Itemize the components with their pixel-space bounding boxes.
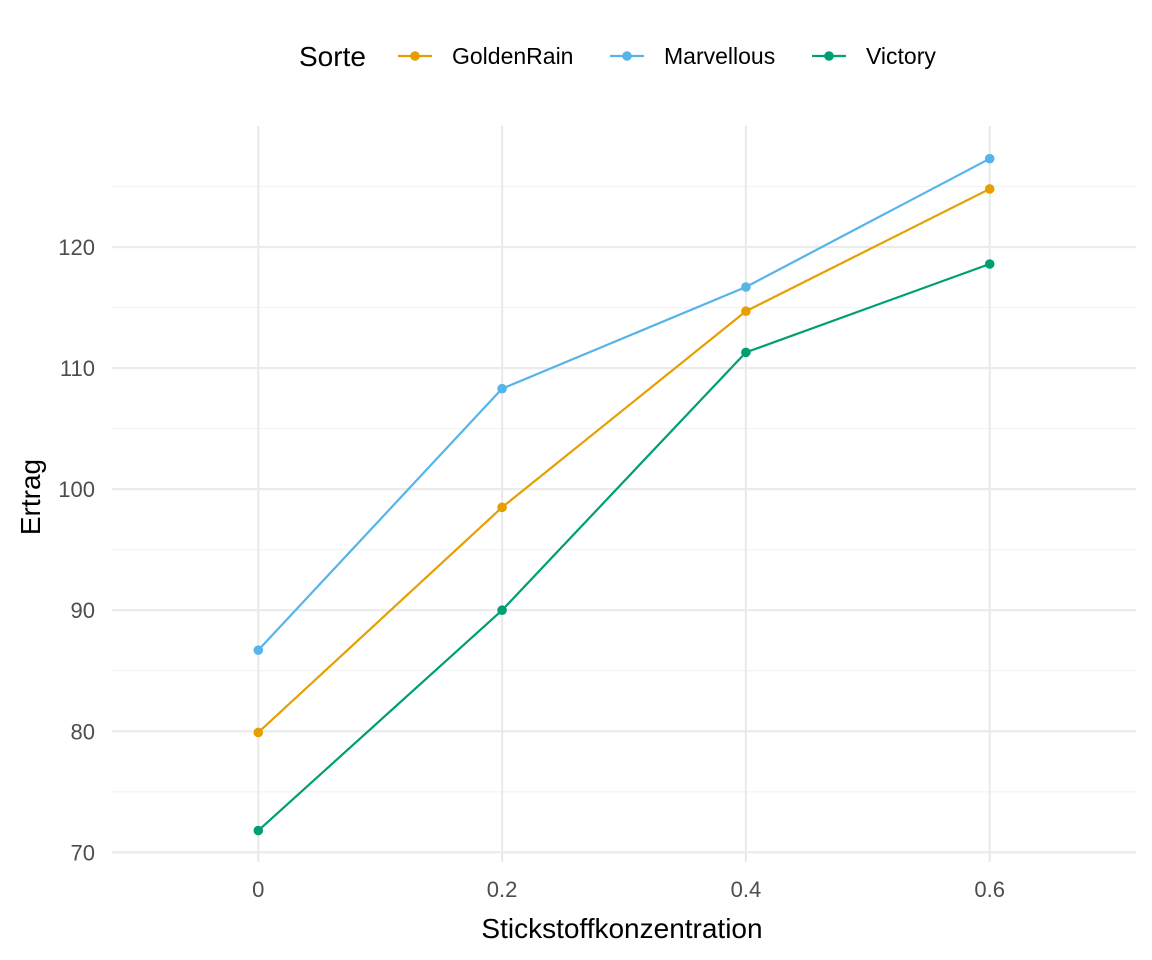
- series-layer: [253, 153, 995, 836]
- minor-gridlines: [112, 185, 1136, 793]
- y-axis-ticks: 70 80 90 100 110 120: [58, 235, 95, 865]
- data-point-victory: [741, 347, 751, 358]
- y-axis-title: Ertrag: [15, 459, 46, 535]
- series-line-goldenrain: [257, 187, 991, 734]
- x-tick-label: 0: [252, 877, 264, 902]
- data-point-marvellous: [253, 645, 264, 655]
- y-tick-label: 110: [60, 356, 95, 381]
- legend-label-victory: Victory: [866, 43, 936, 69]
- y-tick-label: 80: [71, 719, 95, 744]
- data-point-goldenrain: [984, 184, 995, 194]
- data-point-victory: [984, 259, 995, 269]
- x-axis-title: Stickstoffkonzentration: [481, 913, 762, 944]
- legend-key-point-victory: [824, 51, 834, 61]
- y-tick-label: 120: [58, 235, 95, 260]
- x-tick-label: 0.4: [731, 877, 762, 902]
- data-point-goldenrain: [253, 727, 264, 738]
- y-tick-label: 70: [71, 840, 95, 865]
- y-tick-label: 90: [71, 598, 95, 623]
- legend-title: Sorte: [299, 41, 366, 72]
- data-point-marvellous: [984, 153, 995, 164]
- legend-key-point-marvellous: [622, 51, 632, 61]
- series-line-marvellous: [257, 157, 991, 651]
- x-axis-ticks: 0 0.2 0.4 0.6: [252, 877, 1005, 902]
- data-point-victory: [497, 605, 507, 616]
- data-point-marvellous: [741, 282, 751, 292]
- y-tick-label: 100: [58, 477, 95, 502]
- legend-label-marvellous: Marvellous: [664, 43, 775, 69]
- major-gridlines: [112, 126, 1136, 862]
- data-point-marvellous: [497, 383, 507, 394]
- x-tick-label: 0.2: [487, 877, 518, 902]
- legend-label-goldenrain: GoldenRain: [452, 43, 573, 69]
- series-line-victory: [257, 262, 991, 832]
- data-point-goldenrain: [497, 502, 507, 513]
- legend-key-point-goldenrain: [410, 51, 420, 61]
- data-point-goldenrain: [741, 306, 751, 317]
- data-point-victory: [253, 825, 264, 836]
- legend: Sorte GoldenRain Marvellous Victory: [299, 41, 936, 72]
- x-tick-label: 0.6: [974, 877, 1005, 902]
